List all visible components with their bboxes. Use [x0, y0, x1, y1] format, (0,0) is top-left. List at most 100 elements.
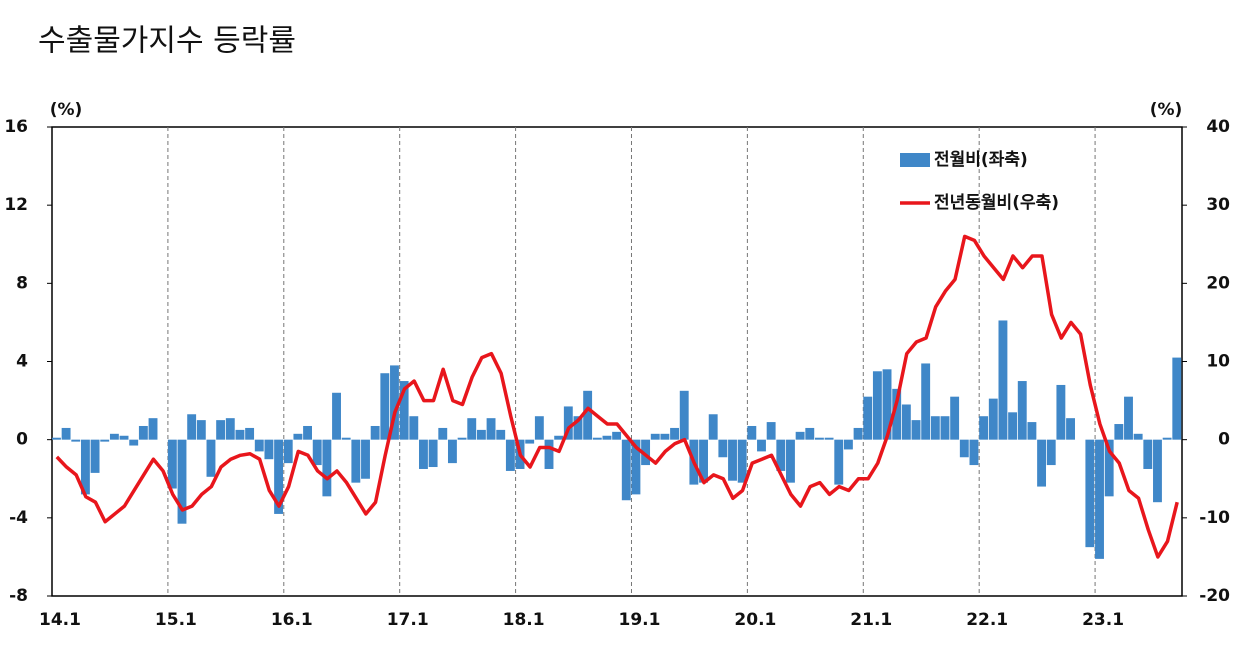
bar — [1162, 437, 1172, 440]
bar — [882, 369, 892, 440]
bar — [1143, 439, 1153, 469]
bar — [52, 437, 61, 440]
bar — [563, 406, 573, 440]
bar — [1104, 439, 1114, 497]
line-series — [55, 234, 1179, 559]
bar — [245, 427, 255, 440]
bar — [119, 435, 129, 440]
bar — [776, 439, 786, 471]
bar — [216, 420, 226, 440]
x-tick-label: 15.1 — [155, 610, 197, 630]
bar — [621, 439, 631, 501]
x-tick-label: 18.1 — [503, 610, 545, 630]
bar — [80, 439, 90, 495]
bar — [100, 439, 110, 442]
bar — [921, 363, 931, 440]
bar — [90, 439, 100, 473]
y-tick-label: 16 — [4, 117, 28, 137]
bar — [235, 429, 245, 440]
y2-tick-label: 10 — [1206, 352, 1230, 372]
y2-tick-label: 20 — [1206, 273, 1230, 293]
x-tick-label: 14.1 — [39, 610, 81, 630]
x-tick-label: 19.1 — [619, 610, 661, 630]
bar — [486, 418, 496, 440]
bar — [419, 439, 428, 469]
bar — [293, 433, 303, 440]
bar — [1114, 424, 1124, 440]
bar — [901, 404, 911, 440]
y-tick-label: 12 — [4, 195, 28, 215]
bar — [1133, 433, 1143, 440]
bar — [525, 439, 535, 444]
bar — [728, 439, 737, 481]
bar — [438, 427, 448, 440]
bar — [805, 427, 815, 440]
bar — [747, 425, 757, 440]
bar — [843, 439, 853, 450]
bar — [505, 439, 515, 471]
bar — [187, 414, 197, 440]
bar — [196, 420, 206, 440]
bar — [786, 439, 795, 483]
bar — [332, 392, 341, 440]
bar — [1085, 439, 1095, 548]
bar — [824, 437, 834, 440]
bar — [274, 439, 284, 514]
bar — [341, 437, 351, 440]
bar — [631, 439, 641, 495]
y-tick-label: 4 — [16, 352, 28, 372]
legend-swatch — [900, 153, 930, 167]
bar — [969, 439, 979, 466]
bar — [660, 433, 670, 440]
y2-tick-label: -10 — [1199, 508, 1230, 528]
x-tick-label: 17.1 — [387, 610, 429, 630]
bar — [1046, 439, 1056, 466]
bar — [428, 439, 438, 468]
bar — [998, 320, 1008, 440]
y-axis-unit: (%) — [50, 100, 83, 120]
bar — [322, 439, 332, 497]
bar — [699, 439, 708, 483]
bar — [254, 439, 264, 452]
y2-tick-label: 0 — [1218, 430, 1230, 450]
bar — [534, 416, 544, 440]
bar — [911, 420, 921, 440]
bar — [950, 396, 960, 440]
bar — [592, 437, 602, 440]
bar — [1153, 439, 1162, 503]
bar — [109, 433, 119, 440]
bar — [496, 429, 506, 440]
bar — [283, 439, 293, 464]
bar — [554, 435, 564, 440]
bar — [834, 439, 844, 485]
bar — [708, 414, 718, 440]
bar — [303, 425, 312, 440]
bar — [650, 433, 660, 440]
bar — [988, 398, 998, 440]
bar — [1124, 396, 1133, 440]
bar — [177, 439, 187, 524]
bar — [1095, 439, 1104, 559]
bar — [1008, 412, 1018, 440]
y2-axis-unit: (%) — [1150, 100, 1183, 120]
x-tick-label: 16.1 — [271, 610, 313, 630]
x-tick-label: 23.1 — [1082, 610, 1124, 630]
bar — [1066, 418, 1075, 440]
y-tick-label: 8 — [16, 273, 28, 293]
bar — [138, 425, 148, 440]
bar — [718, 439, 728, 458]
bar — [312, 439, 322, 466]
bar — [1027, 422, 1037, 440]
bar — [447, 439, 457, 464]
bar — [148, 418, 158, 440]
legend-label: 전월비(좌축) — [934, 150, 1028, 170]
x-tick-label: 21.1 — [850, 610, 892, 630]
bar — [940, 416, 950, 440]
bar — [457, 437, 467, 440]
y2-tick-label: -20 — [1199, 586, 1230, 606]
bar — [390, 365, 399, 440]
bar — [872, 371, 882, 440]
bar — [892, 388, 902, 440]
y-tick-label: -4 — [9, 508, 28, 528]
